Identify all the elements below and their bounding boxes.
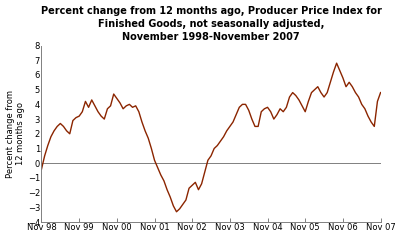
Title: Percent change from 12 months ago, Producer Price Index for
Finished Goods, not : Percent change from 12 months ago, Produ…: [41, 5, 381, 42]
Y-axis label: Percent change from
12 months ago: Percent change from 12 months ago: [6, 90, 25, 178]
